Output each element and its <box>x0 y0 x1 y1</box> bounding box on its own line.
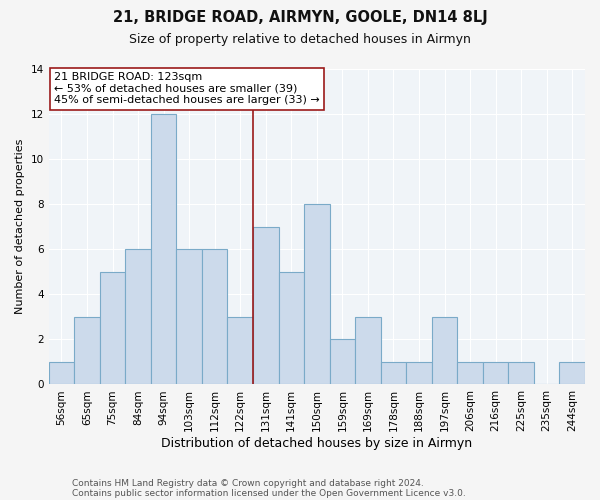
Bar <box>278 272 304 384</box>
Bar <box>380 362 406 384</box>
Bar <box>355 317 380 384</box>
Y-axis label: Number of detached properties: Number of detached properties <box>15 139 25 314</box>
Bar <box>100 272 125 384</box>
Bar <box>253 226 278 384</box>
Bar <box>406 362 432 384</box>
Bar <box>202 250 227 384</box>
Text: Contains HM Land Registry data © Crown copyright and database right 2024.: Contains HM Land Registry data © Crown c… <box>72 478 424 488</box>
Bar <box>49 362 74 384</box>
Bar <box>329 340 355 384</box>
Bar <box>432 317 457 384</box>
Bar <box>125 250 151 384</box>
X-axis label: Distribution of detached houses by size in Airmyn: Distribution of detached houses by size … <box>161 437 472 450</box>
Text: 21 BRIDGE ROAD: 123sqm
← 53% of detached houses are smaller (39)
45% of semi-det: 21 BRIDGE ROAD: 123sqm ← 53% of detached… <box>54 72 320 106</box>
Bar <box>227 317 253 384</box>
Text: 21, BRIDGE ROAD, AIRMYN, GOOLE, DN14 8LJ: 21, BRIDGE ROAD, AIRMYN, GOOLE, DN14 8LJ <box>113 10 487 25</box>
Bar <box>457 362 483 384</box>
Text: Contains public sector information licensed under the Open Government Licence v3: Contains public sector information licen… <box>72 488 466 498</box>
Bar <box>483 362 508 384</box>
Bar <box>151 114 176 384</box>
Bar <box>304 204 329 384</box>
Bar <box>74 317 100 384</box>
Bar <box>559 362 585 384</box>
Bar <box>508 362 534 384</box>
Bar <box>176 250 202 384</box>
Text: Size of property relative to detached houses in Airmyn: Size of property relative to detached ho… <box>129 32 471 46</box>
